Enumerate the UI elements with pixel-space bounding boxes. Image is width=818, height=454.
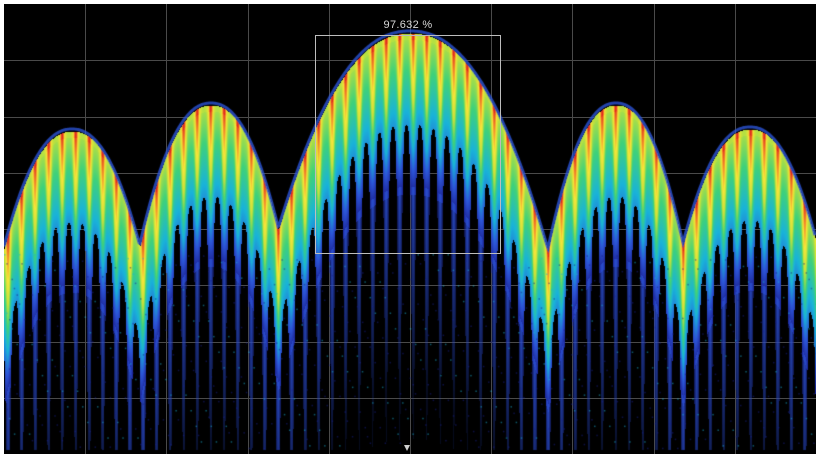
- triangle-down-icon[interactable]: [404, 445, 410, 451]
- density-spectrum-trace: [4, 4, 816, 454]
- measurement-gate-box[interactable]: [315, 35, 501, 254]
- spectrum-display[interactable]: 97.632 %: [4, 4, 816, 454]
- measurement-readout: 97.632 %: [383, 19, 433, 31]
